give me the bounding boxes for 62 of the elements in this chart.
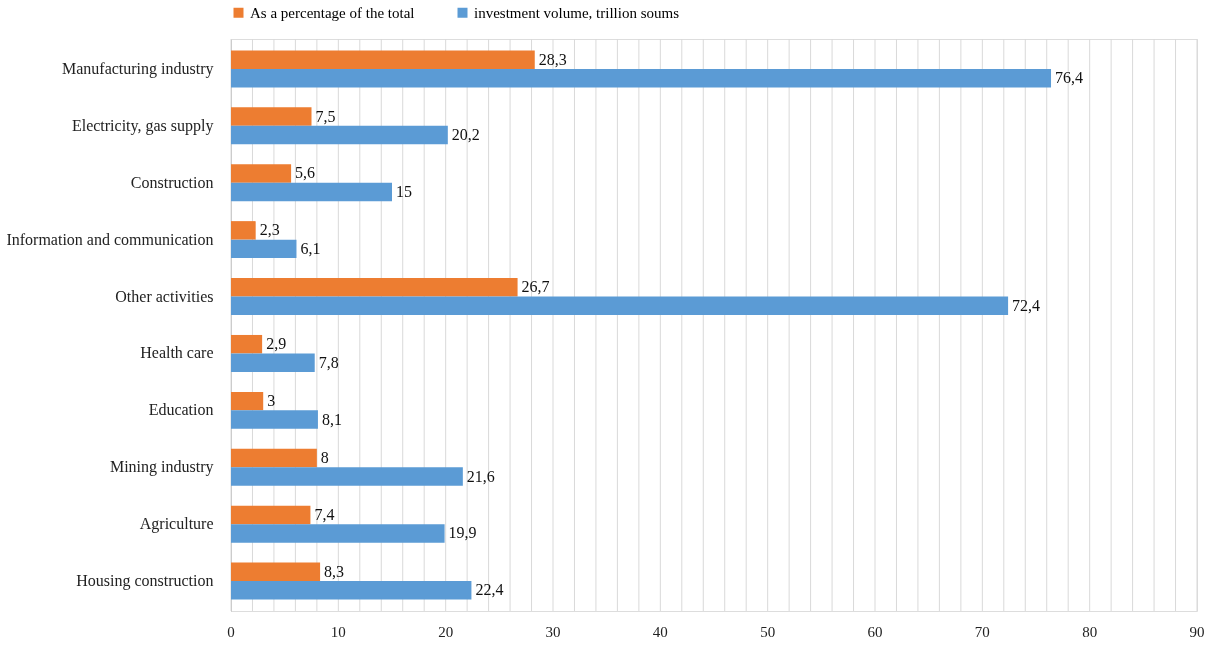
y-tick-label: Manufacturing industry	[61, 59, 214, 78]
data-label: 3	[267, 392, 276, 410]
bar	[231, 68, 1052, 88]
bar	[231, 562, 321, 582]
y-tick-label: Other activities	[115, 287, 214, 305]
x-tick-label: 50	[760, 624, 776, 640]
bar	[231, 334, 263, 354]
data-label: 8,1	[321, 410, 342, 428]
y-tick-label: Agriculture	[139, 515, 214, 534]
x-tick-label: 10	[330, 624, 346, 640]
y-tick-label: Information and communication	[6, 230, 214, 248]
x-tick-label: 80	[1082, 624, 1098, 640]
x-tick-label: 30	[545, 624, 561, 640]
data-label: 8,3	[324, 562, 345, 580]
data-label: 21,6	[466, 467, 495, 485]
data-label: 7,4	[314, 505, 335, 523]
bar	[231, 239, 297, 259]
data-label: 2,3	[259, 221, 280, 239]
y-tick-label: Housing construction	[76, 572, 214, 591]
x-tick-label: 90	[1189, 624, 1205, 640]
bar	[231, 448, 317, 468]
data-label: 20,2	[451, 126, 480, 144]
data-label: 15	[396, 182, 412, 200]
bar	[231, 581, 472, 600]
bar	[231, 391, 264, 411]
data-label: 76,4	[1055, 69, 1084, 87]
y-tick-label: Health care	[140, 344, 214, 362]
data-label: 22,4	[475, 581, 504, 599]
bar	[231, 107, 312, 126]
data-label: 26,7	[521, 278, 550, 296]
legend-label: investment volume, trillion soums	[474, 4, 680, 21]
bar	[231, 50, 535, 69]
bar	[231, 221, 256, 240]
y-tick-label: Construction	[130, 173, 214, 191]
bar	[231, 353, 315, 372]
bar	[231, 278, 518, 297]
x-tick-label: 0	[227, 624, 235, 640]
data-label: 19,9	[448, 524, 477, 542]
bar	[231, 467, 463, 486]
bar	[231, 524, 445, 543]
bar	[231, 182, 392, 202]
bar	[231, 296, 1009, 316]
bar	[231, 505, 311, 525]
y-tick-label: Education	[148, 401, 214, 419]
data-label: 28,3	[538, 50, 567, 68]
data-label: 7,5	[315, 107, 336, 125]
bar	[231, 125, 448, 145]
y-tick-label: Mining industry	[109, 458, 214, 477]
bar	[231, 164, 292, 183]
y-tick-label: Electricity, gas supply	[71, 116, 214, 135]
bar	[231, 410, 318, 429]
x-tick-label: 40	[652, 624, 668, 640]
data-label: 6,1	[300, 239, 321, 257]
data-label: 72,4	[1012, 296, 1041, 314]
x-tick-label: 60	[867, 624, 883, 640]
data-label: 8	[320, 449, 329, 467]
x-tick-label: 20	[438, 624, 454, 640]
legend-label: As a percentage of the total	[250, 4, 415, 21]
x-tick-label: 70	[974, 624, 990, 640]
data-label: 5,6	[295, 164, 316, 182]
data-label: 7,8	[318, 353, 339, 371]
data-label: 2,9	[266, 335, 287, 353]
